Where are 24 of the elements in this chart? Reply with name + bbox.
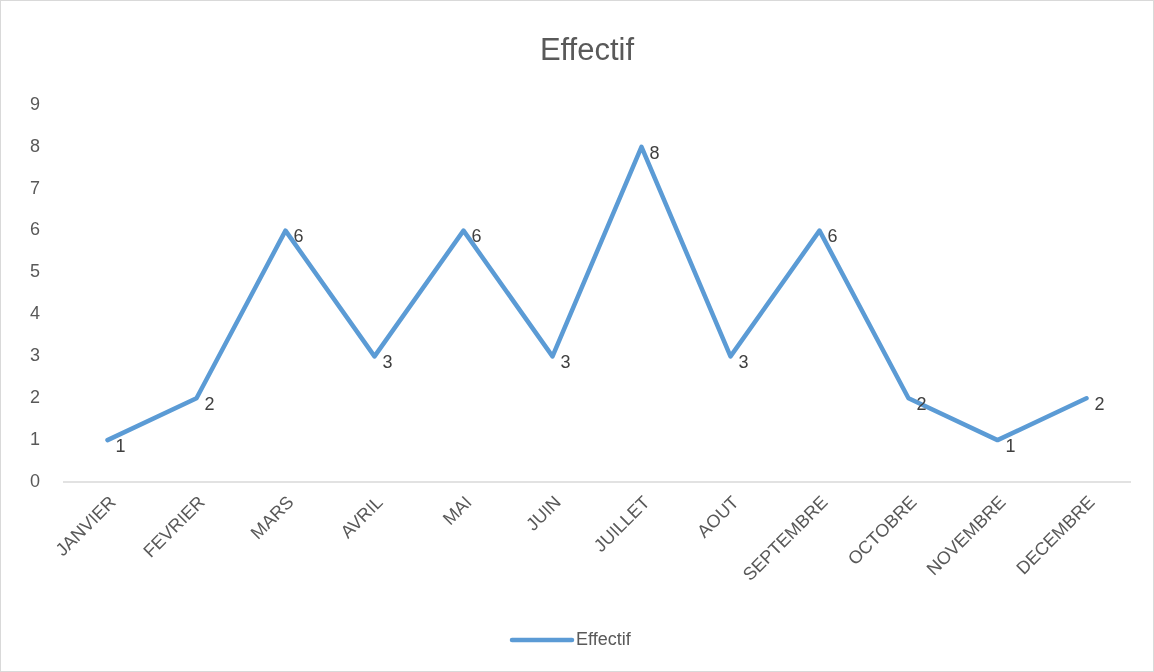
y-tick-label: 6 xyxy=(29,219,40,240)
y-tick-label: 4 xyxy=(29,303,40,324)
y-tick-label: 2 xyxy=(29,386,40,407)
y-tick-label: 8 xyxy=(29,135,40,156)
data-label: 8 xyxy=(649,142,660,163)
data-label: 3 xyxy=(738,352,749,373)
data-label: 1 xyxy=(1005,435,1016,456)
y-tick-label: 7 xyxy=(29,177,40,198)
y-tick-label: 5 xyxy=(29,261,40,282)
data-label: 1 xyxy=(115,435,126,456)
data-label: 2 xyxy=(204,393,215,414)
data-label: 6 xyxy=(293,226,304,247)
y-tick-label: 3 xyxy=(29,345,40,366)
legend-label: Effectif xyxy=(576,628,632,649)
data-label: 2 xyxy=(1094,393,1105,414)
data-label: 6 xyxy=(827,226,838,247)
y-tick-label: 9 xyxy=(29,93,40,114)
data-label: 6 xyxy=(471,226,482,247)
chart-title: Effectif xyxy=(539,32,635,68)
y-tick-label: 0 xyxy=(29,470,40,491)
x-tick-label: MAI xyxy=(438,492,476,529)
data-label: 3 xyxy=(382,352,393,373)
data-label: 3 xyxy=(560,352,571,373)
y-tick-label: 1 xyxy=(29,428,40,449)
